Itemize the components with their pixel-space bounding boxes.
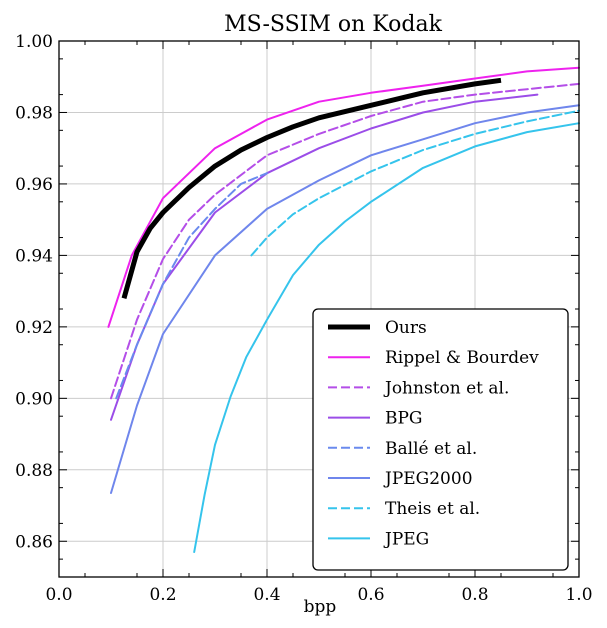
series-line-jpeg2000 (110, 104, 580, 494)
series-line-theis-et-al (250, 109, 580, 257)
legend-label-jpeg2000: JPEG2000 (383, 469, 473, 489)
y-tick-label: 0.98 (15, 103, 53, 123)
series-line-johnston-et-al (110, 82, 580, 400)
x-tick-label: 0.2 (149, 585, 176, 605)
chart-title: MS-SSIM on Kodak (224, 12, 442, 37)
legend-label-rippel-bourdev: Rippel & Bourdev (385, 348, 539, 368)
x-tick-label: 0.4 (253, 585, 280, 605)
x-tick-label: 0.0 (45, 585, 72, 605)
series-line-jpeg (193, 122, 580, 553)
series-lines (107, 66, 580, 553)
legend-label-ball-et-al: Ballé et al. (385, 439, 477, 459)
legend-label-bpg: BPG (385, 409, 423, 429)
legend: Ours Rippel & Bourdev Johnston et al. BPG Ba… (312, 308, 569, 571)
y-tick-label: 0.96 (15, 175, 53, 195)
legend-entries: Ours Rippel & Bourdev Johnston et al. BPG Ba… (328, 318, 539, 549)
x-axis-label: bpp (304, 597, 337, 617)
y-tick-label: 1.00 (15, 32, 53, 52)
legend-label-jpeg: JPEG (383, 529, 429, 549)
x-tick-label: 1.0 (565, 585, 592, 605)
y-tick-label: 0.88 (15, 461, 53, 481)
legend-label-theis-et-al: Theis et al. (385, 499, 480, 519)
axis-ticks: 0.0 0.2 0.4 0.6 0.8 1.0 0.86 0.88 0.90 0.92 0.94 0.… (15, 32, 592, 605)
y-tick-label: 0.92 (15, 318, 53, 338)
x-tick-label: 0.8 (461, 585, 488, 605)
y-tick-label: 0.86 (15, 532, 53, 552)
series-line-ball-et-al (115, 172, 268, 400)
y-tick-label: 0.90 (15, 389, 53, 409)
legend-label-johnston-et-al: Johnston et al. (383, 378, 509, 398)
plot-frame (58, 40, 580, 578)
series-line-ours (121, 77, 502, 299)
x-tick-label: 0.6 (357, 585, 384, 605)
legend-label-ours: Ours (385, 318, 427, 338)
y-tick-label: 0.94 (15, 246, 53, 266)
legend-box (312, 308, 569, 571)
series-line-rippel-bourdev (107, 66, 580, 328)
